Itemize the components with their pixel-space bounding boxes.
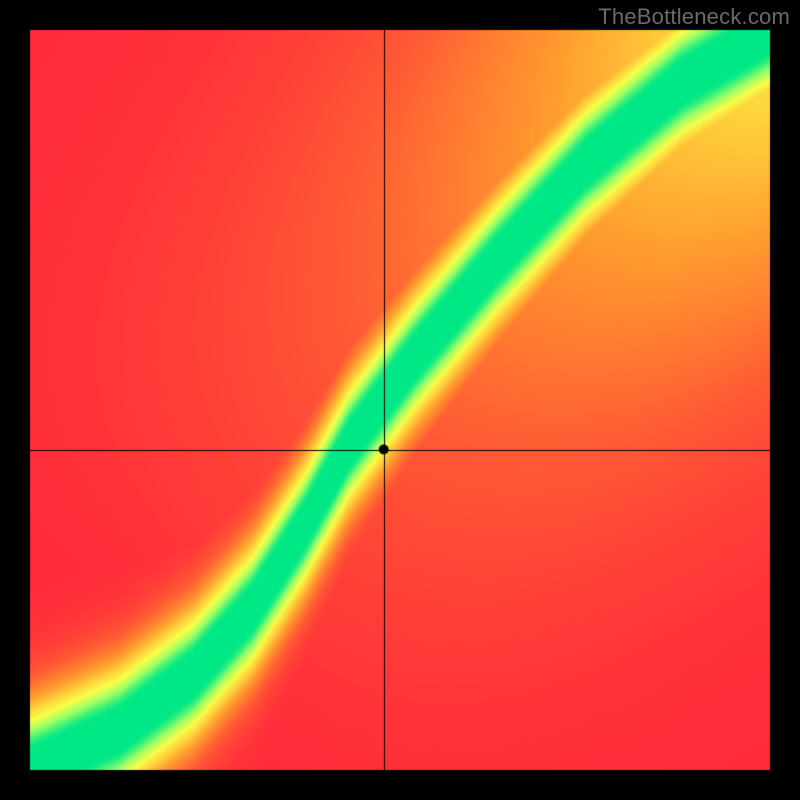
chart-container: TheBottleneck.com: [0, 0, 800, 800]
bottleneck-heatmap: [0, 0, 800, 800]
watermark-text: TheBottleneck.com: [598, 4, 790, 30]
